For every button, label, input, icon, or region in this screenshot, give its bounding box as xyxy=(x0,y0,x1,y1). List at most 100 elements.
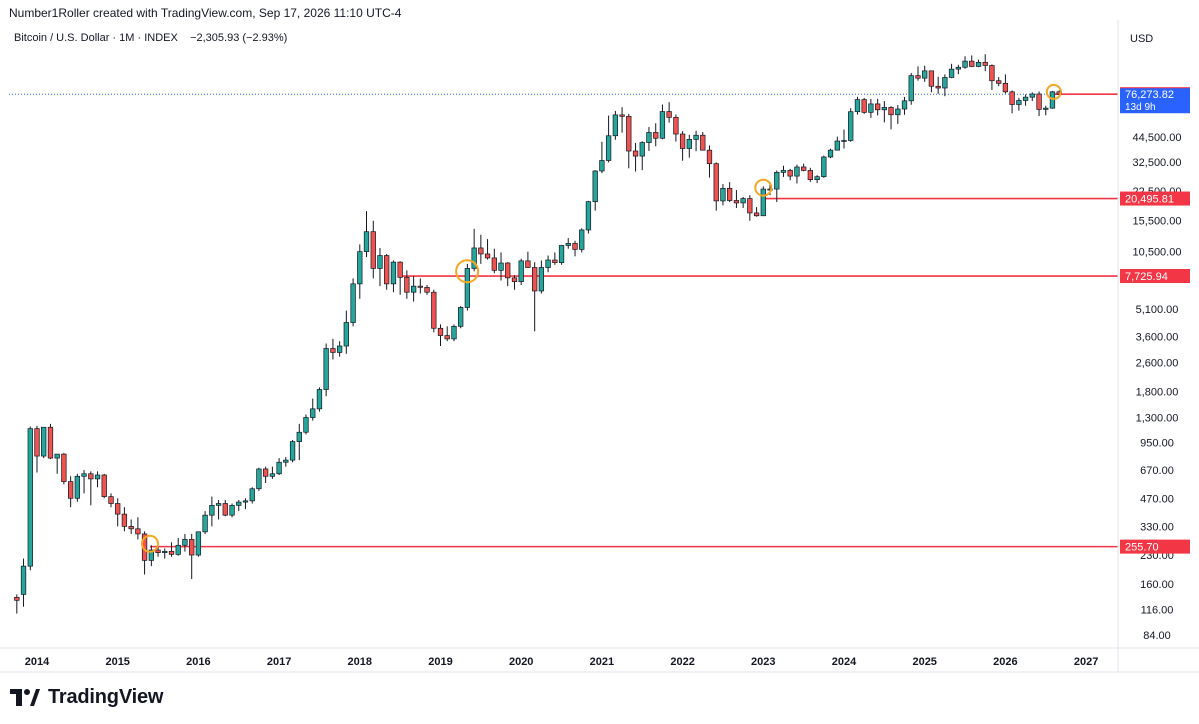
candle-body xyxy=(834,140,840,151)
price-tick-label: 116.00 xyxy=(1141,604,1174,616)
candle-body xyxy=(444,335,450,340)
candle xyxy=(1043,105,1049,116)
price-tick-label: 3,600.00 xyxy=(1136,332,1179,344)
candle-body xyxy=(720,188,726,202)
candle xyxy=(888,106,894,130)
candle-body xyxy=(115,503,121,515)
candle-body xyxy=(296,431,302,442)
candle xyxy=(81,470,87,494)
candle xyxy=(626,113,632,169)
level-price-label: 7,725.94 xyxy=(1125,271,1168,283)
candle xyxy=(572,240,578,257)
candle-body xyxy=(54,453,60,459)
candle-body xyxy=(908,75,914,102)
candle xyxy=(552,252,558,265)
candle-body xyxy=(1043,107,1049,110)
candle xyxy=(659,104,666,140)
price-tick-label: 1,300.00 xyxy=(1136,413,1179,425)
candle-body xyxy=(989,65,995,82)
time-axis: 2014 2015 2016 2017 2018 2019 2020 2021 2022 2023… xyxy=(0,647,1199,673)
candle xyxy=(861,97,867,114)
price-tick-label: 1,800.00 xyxy=(1136,387,1179,399)
candle xyxy=(518,258,524,285)
candle xyxy=(363,211,370,258)
candle xyxy=(41,426,47,459)
candle-body xyxy=(303,417,309,433)
candle xyxy=(269,466,276,479)
candle-body xyxy=(94,474,101,480)
candle xyxy=(323,343,329,397)
price-tick-label: 15,500.00 xyxy=(1133,216,1182,228)
candle xyxy=(249,487,255,504)
level-price-label: 255.70 xyxy=(1125,542,1159,554)
candle-body xyxy=(222,503,228,516)
candle-body xyxy=(807,170,813,181)
candle xyxy=(814,175,820,184)
candle-body xyxy=(1002,82,1009,93)
time-tick-label: 2023 xyxy=(751,656,775,668)
candle xyxy=(605,115,612,163)
candle xyxy=(558,245,565,265)
candle-body xyxy=(646,132,652,143)
candle-body xyxy=(928,70,935,87)
candle-body xyxy=(1022,96,1029,101)
candle xyxy=(108,493,114,508)
price-tick-label: 160.00 xyxy=(1140,579,1174,591)
candle xyxy=(532,262,538,332)
candle-body xyxy=(390,261,397,285)
candle xyxy=(283,457,289,467)
candle-body xyxy=(168,550,175,555)
candle-body xyxy=(316,389,323,410)
candle-body xyxy=(1029,93,1035,98)
time-tick-label: 2020 xyxy=(509,656,533,668)
currency-label[interactable]: USD xyxy=(1130,33,1153,45)
symbol-name: Bitcoin / U.S. Dollar · 1M · INDEX xyxy=(14,32,178,44)
candle xyxy=(1029,92,1035,102)
candle-body xyxy=(659,111,666,139)
candle-body xyxy=(881,107,887,111)
candle-body xyxy=(68,481,74,499)
tradingview-logo[interactable]: TradingView xyxy=(10,686,163,709)
candle xyxy=(471,228,477,272)
candle xyxy=(713,162,719,211)
candle-body xyxy=(572,243,578,250)
price-axis: 84.00116.00160.00230.00330.00470.00670.0… xyxy=(1117,20,1190,672)
highlight-circle xyxy=(1045,83,1062,100)
candle xyxy=(222,499,228,517)
candle-body xyxy=(875,103,881,111)
candle-body xyxy=(962,60,968,68)
candle xyxy=(424,284,430,295)
candle xyxy=(975,59,982,68)
candle xyxy=(706,145,713,178)
candle xyxy=(679,131,686,161)
candle-body xyxy=(431,291,437,329)
candle xyxy=(431,289,437,333)
candle-body xyxy=(861,99,867,113)
candle xyxy=(215,499,222,520)
candle xyxy=(330,338,336,360)
price-tick-label: 670.00 xyxy=(1140,465,1174,477)
candle xyxy=(303,414,309,435)
candle xyxy=(538,260,545,294)
candle xyxy=(148,545,155,567)
candle-body xyxy=(955,66,962,70)
candle-body xyxy=(612,114,619,137)
candle xyxy=(498,252,504,281)
candle xyxy=(525,251,531,268)
candle-body xyxy=(901,100,908,110)
candle-body xyxy=(888,107,894,116)
candle xyxy=(256,467,262,492)
time-tick-label: 2017 xyxy=(267,656,291,668)
candle-body xyxy=(182,539,188,546)
candle-body xyxy=(895,108,901,116)
candle xyxy=(982,54,988,72)
candle xyxy=(417,278,423,294)
candle-body xyxy=(377,255,383,269)
time-tick-label: 2026 xyxy=(993,656,1017,668)
candle-body xyxy=(175,544,181,555)
candle-body xyxy=(1016,100,1022,105)
candle-body xyxy=(384,255,390,285)
time-tick-label: 2022 xyxy=(670,656,694,668)
candle xyxy=(20,558,27,607)
